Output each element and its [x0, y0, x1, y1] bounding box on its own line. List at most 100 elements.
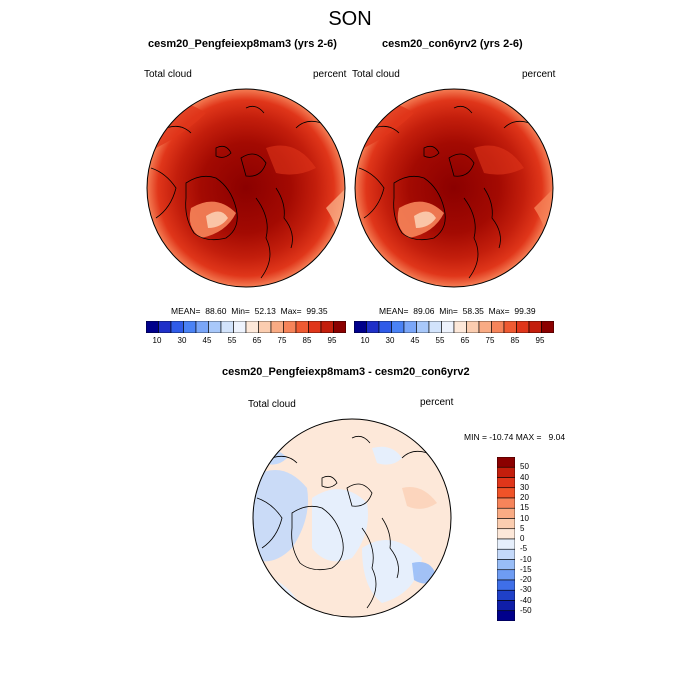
- panel1-colorbar-tick-label: 45: [202, 336, 212, 345]
- panel3-colorbar-swatch: [497, 497, 515, 509]
- panel2-map-border: [354, 88, 554, 288]
- panel3-polar-map: [252, 418, 452, 618]
- panel3-colorbar: [497, 457, 515, 621]
- panel1-colorbar-tick-label: 10: [152, 336, 162, 345]
- panel2-colorbar-swatch: [453, 321, 467, 333]
- panel1-colorbar-swatch: [220, 321, 234, 333]
- panel1-colorbar-tick-label: 95: [327, 336, 337, 345]
- panel2-colorbar: [354, 321, 554, 333]
- panel2-colorbar-tick-label: 55: [435, 336, 445, 345]
- panel3-colorbar-tick-label: -10: [520, 554, 532, 564]
- panel2-colorbar-swatch: [354, 321, 367, 333]
- panel3-colorbar-swatch: [497, 518, 515, 530]
- panel1-colorbar-swatch: [333, 321, 346, 333]
- panel2-colorbar-swatch: [428, 321, 442, 333]
- panel2-title: cesm20_con6yrv2 (yrs 2-6): [382, 38, 523, 50]
- panel1-colorbar-tick-label: 85: [302, 336, 312, 345]
- panel2-colorbar-tick-label: 10: [360, 336, 370, 345]
- panel3-colorbar-swatch: [497, 548, 515, 560]
- panel2-coastlines: [358, 105, 530, 279]
- panel2-colorbar-swatch: [478, 321, 492, 333]
- panel1-stats: MEAN= 88.60 Min= 52.13 Max= 99.35: [171, 306, 328, 316]
- panel1-colorbar-swatch: [245, 321, 259, 333]
- panel3-colorbar-tick-label: -5: [520, 544, 528, 554]
- panel2-colorbar-swatch: [466, 321, 480, 333]
- panel3-colorbar-tick-label: 30: [520, 482, 529, 492]
- panel3-colorbar-tick-label: 15: [520, 503, 529, 513]
- panel1-polar-map: [146, 88, 346, 288]
- panel2-colorbar-tick-label: 65: [460, 336, 470, 345]
- panel2-colorbar-swatch: [441, 321, 455, 333]
- panel1-colorbar-swatch: [208, 321, 222, 333]
- panel1-colorbar: [146, 321, 346, 333]
- panel1-units-label: percent: [313, 69, 347, 80]
- panel1-colorbar-swatch: [308, 321, 322, 333]
- panel2-variable-label: Total cloud: [352, 69, 400, 80]
- panel2-colorbar-swatch: [541, 321, 554, 333]
- panel3-colorbar-tick-label: 0: [520, 534, 525, 543]
- panel2-colorbar-swatch: [516, 321, 530, 333]
- panel2-colorbar-tick-label: 85: [510, 336, 520, 345]
- panel3-colorbar-tick-label: -40: [520, 595, 532, 605]
- panel3-colorbar-swatch: [497, 600, 515, 612]
- panel1-colorbar-tick-label: 55: [227, 336, 237, 345]
- panel1-colorbar-swatch: [170, 321, 184, 333]
- panel1-colorbar-swatch: [195, 321, 209, 333]
- panel3-colorbar-swatch: [497, 477, 515, 489]
- panel3-colorbar-tick-label: 20: [520, 493, 529, 502]
- panel1-colorbar-swatch: [295, 321, 309, 333]
- panel3-colorbar-tick-label: -20: [520, 575, 532, 584]
- panel3-colorbar-tick-label: -15: [520, 564, 532, 574]
- panel3-colorbar-swatch: [497, 466, 515, 478]
- panel1-colorbar-ticks: 10 30 45 55 65 75 85 95: [146, 336, 346, 348]
- panel3-variable-label: Total cloud: [248, 399, 296, 410]
- panel3-colorbar-swatch: [497, 569, 515, 581]
- panel1-colorbar-swatch: [320, 321, 334, 333]
- panel2-colorbar-ticks: 10 30 45 55 65 75 85 95: [354, 336, 554, 348]
- panel3-map-border: [252, 418, 452, 618]
- panel3-colorbar-swatch: [497, 579, 515, 591]
- panel3-colorbar-swatch: [497, 589, 515, 601]
- panel1-coastlines: [150, 105, 322, 279]
- panel3-colorbar-swatch: [497, 487, 515, 499]
- panel3-colorbar-swatch: [497, 559, 515, 571]
- panel2-colorbar-swatch: [391, 321, 405, 333]
- panel3-colorbar-swatch: [497, 538, 515, 550]
- figure-title: SON: [328, 8, 372, 30]
- panel3-units-label: percent: [420, 397, 454, 408]
- panel2-colorbar-tick-label: 30: [385, 336, 395, 345]
- panel3-colorbar-tick-label: 50: [520, 462, 529, 472]
- panel2-colorbar-swatch: [503, 321, 517, 333]
- panel3-colorbar-tick-label: -50: [520, 605, 532, 615]
- panel2-colorbar-swatch: [403, 321, 417, 333]
- panel1-colorbar-tick-label: 65: [252, 336, 262, 345]
- panel3-title: cesm20_Pengfeiexp8mam3 - cesm20_con6yrv2: [222, 366, 470, 378]
- panel3-colorbar-swatch: [497, 610, 515, 621]
- panel1-colorbar-tick-label: 75: [277, 336, 287, 345]
- panel3-colorbar-tick-label: 40: [520, 472, 529, 482]
- panel2-colorbar-tick-label: 95: [535, 336, 545, 345]
- panel1-colorbar-swatch: [183, 321, 197, 333]
- panel3-colorbar-swatch: [497, 528, 515, 540]
- panel1-colorbar-swatch: [283, 321, 297, 333]
- panel2-units-label: percent: [522, 69, 556, 80]
- panel2-colorbar-swatch: [491, 321, 505, 333]
- panel2-polar-map: [354, 88, 554, 288]
- panel1-colorbar-tick-label: 30: [177, 336, 187, 345]
- panel3-coastlines: [256, 435, 428, 609]
- panel2-colorbar-swatch: [416, 321, 430, 333]
- panel1-title: cesm20_Pengfeiexp8mam3 (yrs 2-6): [148, 38, 337, 50]
- panel3-colorbar-swatch: [497, 457, 515, 468]
- panel3-stats: MIN = -10.74 MAX = 9.04: [464, 432, 566, 442]
- panel1-colorbar-swatch: [146, 321, 159, 333]
- panel2-colorbar-tick-label: 45: [410, 336, 420, 345]
- panel1-colorbar-swatch: [258, 321, 272, 333]
- panel3-colorbar-tick-label: 5: [520, 523, 525, 533]
- panel1-variable-label: Total cloud: [144, 69, 192, 80]
- panel3-colorbar-tick-label: 10: [520, 513, 529, 523]
- panel1-colorbar-swatch: [233, 321, 247, 333]
- panel2-colorbar-swatch: [378, 321, 392, 333]
- panel1-colorbar-swatch: [270, 321, 284, 333]
- panel3-colorbar-tick-label: -30: [520, 585, 532, 595]
- panel2-colorbar-tick-label: 75: [485, 336, 495, 345]
